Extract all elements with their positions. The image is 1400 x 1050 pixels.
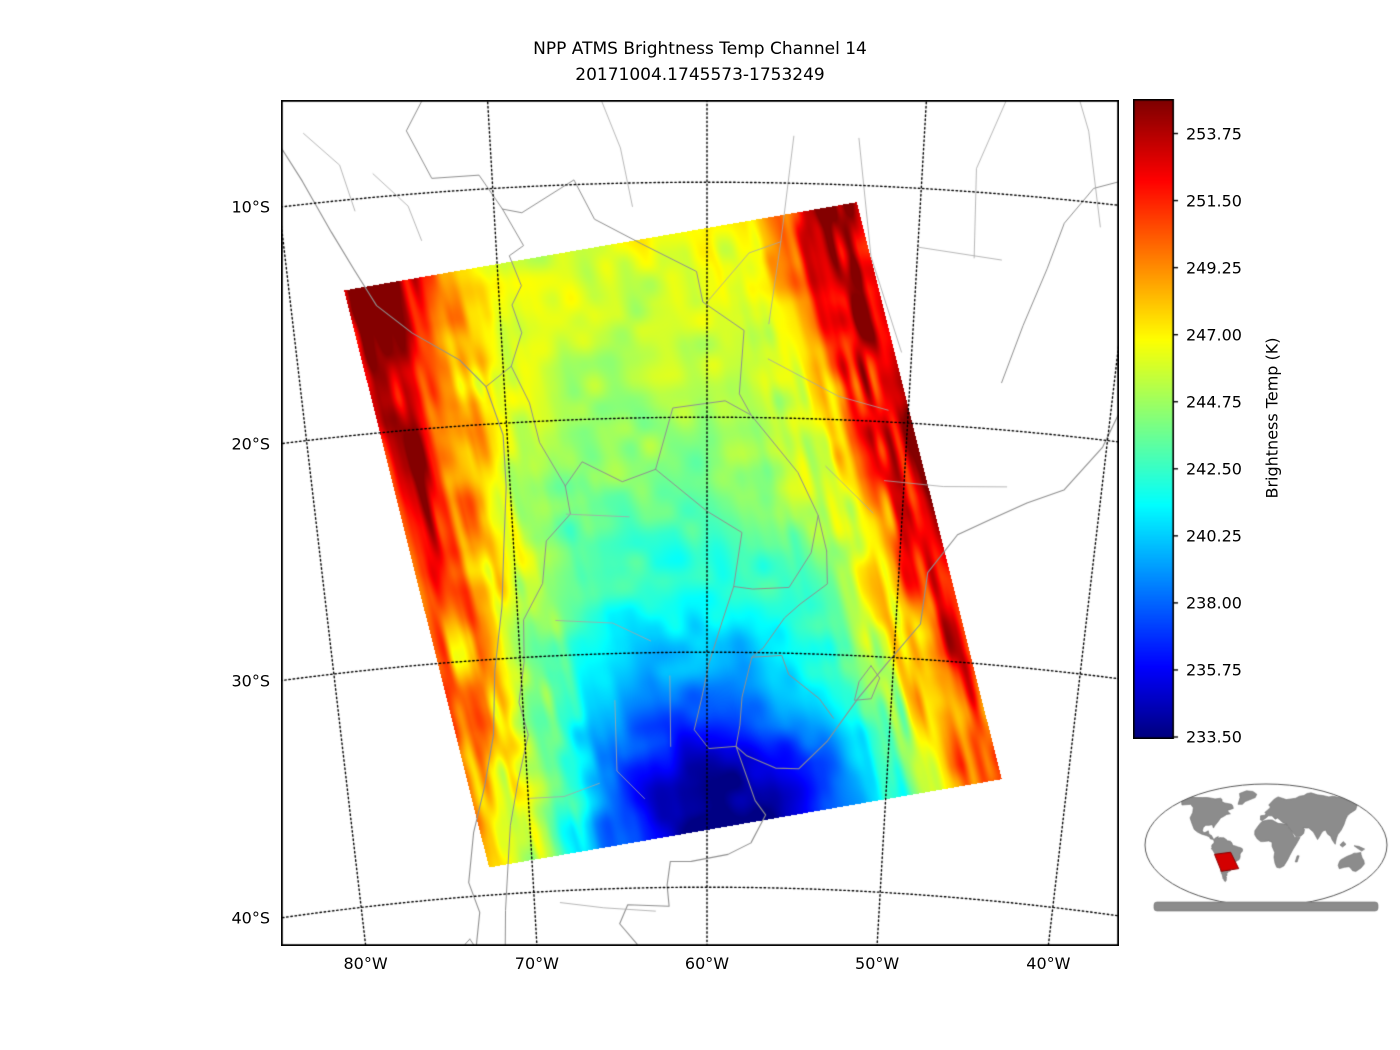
colorbar-tick-label: 251.50 (1186, 191, 1242, 211)
inset-world-map-canvas (1140, 778, 1398, 923)
lon-tick-label: 80°W (343, 954, 388, 973)
colorbar-tick-label: 249.25 (1186, 258, 1242, 278)
chart-subtitle: 20171004.1745573-1753249 (575, 65, 825, 85)
colorbar-tick-label: 242.50 (1186, 459, 1242, 479)
lon-tick-label: 60°W (684, 954, 730, 973)
lat-tick-label: 30°S (231, 671, 270, 691)
colorbar-tick-label: 240.25 (1186, 526, 1242, 546)
lon-tick-label: 40°W (1026, 954, 1071, 973)
lon-tick-label: 70°W (514, 954, 559, 973)
lat-tick-label: 20°S (231, 434, 270, 454)
colorbar-tick-label: 247.00 (1186, 325, 1242, 345)
colorbar-canvas (1133, 99, 1179, 739)
lon-tick-label: 50°W (855, 954, 900, 973)
colorbar-tick-label: 235.75 (1186, 660, 1242, 680)
colorbar-tick-label: 233.50 (1186, 727, 1242, 747)
lat-tick-label: 10°S (231, 197, 270, 217)
colorbar-tick-label: 238.00 (1186, 593, 1242, 613)
colorbar-tick-label: 253.75 (1186, 124, 1242, 144)
lat-tick-label: 40°S (231, 908, 270, 928)
colorbar-axis-label: Brightness Temp (K) (1262, 337, 1282, 499)
colorbar-tick-label: 244.75 (1186, 392, 1242, 412)
chart-title: NPP ATMS Brightness Temp Channel 14 (533, 39, 867, 59)
chart-title-block: NPP ATMS Brightness Temp Channel 14 2017… (281, 36, 1119, 88)
map-plot-canvas (281, 100, 1119, 946)
